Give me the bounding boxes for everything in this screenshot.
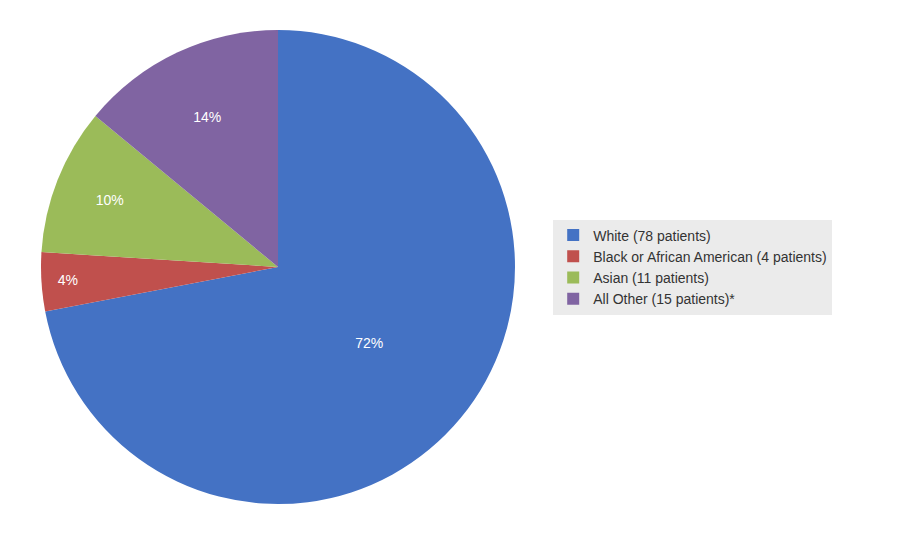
svg-text:White (78 patients): White (78 patients) bbox=[593, 228, 711, 244]
svg-text:Black or African American (4 p: Black or African American (4 patients) bbox=[593, 249, 826, 265]
svg-text:72%: 72% bbox=[355, 335, 383, 351]
svg-text:10%: 10% bbox=[96, 192, 124, 208]
svg-text:4%: 4% bbox=[58, 272, 78, 288]
svg-text:Asian (11 patients): Asian (11 patients) bbox=[593, 270, 709, 286]
svg-text:All Other (15 patients)*: All Other (15 patients)* bbox=[593, 291, 735, 307]
svg-text:14%: 14% bbox=[193, 109, 221, 125]
